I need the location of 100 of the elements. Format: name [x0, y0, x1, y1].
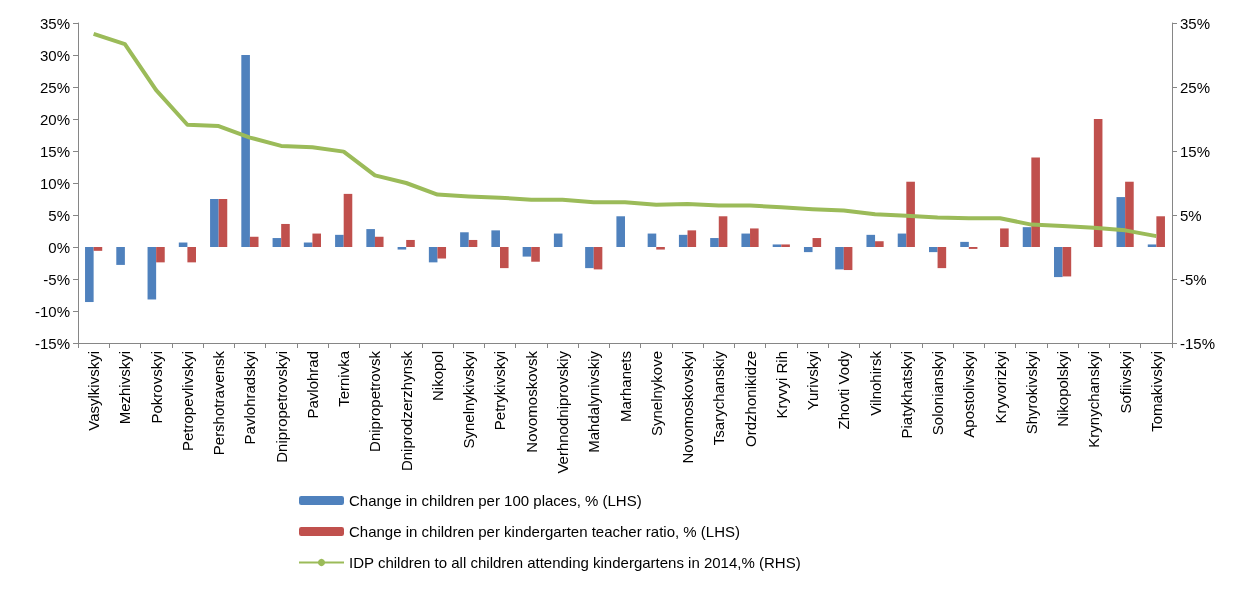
- x-tick-label: Nikopolskyi: [1054, 351, 1072, 427]
- bar: [647, 233, 657, 247]
- x-tick-label: Sofiivskyi: [1116, 351, 1134, 414]
- x-tick-label: Synelnykove: [647, 351, 665, 437]
- bar: [906, 181, 915, 247]
- x-tick-label: Yurivskyi: [804, 351, 822, 411]
- x-tick-label: Marhanets: [616, 351, 634, 422]
- legend-label: Change in children per 100 places, % (LHS): [349, 492, 642, 509]
- bar: [272, 238, 282, 247]
- legend-label: IDP children to all children attending kindergartens in 2014,% (RHS): [349, 554, 801, 571]
- bar: [812, 238, 822, 247]
- bar: [187, 247, 196, 263]
- y-tick-label: 20%: [39, 110, 70, 128]
- y2-tick-label: 25%: [1180, 78, 1211, 96]
- bar: [710, 238, 719, 247]
- legend-label: Change in children per kindergarten teacher ratio, % (LHS): [349, 523, 741, 540]
- bar: [116, 247, 125, 265]
- x-tick-label: Petrykivskyi: [491, 351, 509, 431]
- x-tick-label: Pershotravensk: [210, 350, 228, 456]
- bar: [1093, 119, 1103, 247]
- y2-tick-label: 15%: [1180, 142, 1211, 160]
- x-tick-label: Tsarychanskiy: [710, 350, 728, 446]
- bar: [93, 247, 103, 251]
- x-tick-label: Pavlohrad: [303, 351, 321, 419]
- bar: [437, 247, 447, 259]
- y-tick-label: -5%: [43, 270, 70, 288]
- bar: [210, 199, 219, 247]
- bar: [835, 247, 844, 270]
- x-tick-label: Piatykhatskyi: [897, 351, 915, 439]
- bar: [522, 247, 532, 257]
- y2-tick-label: 5%: [1180, 206, 1202, 224]
- bar: [531, 247, 540, 262]
- bar: [616, 216, 625, 247]
- bar: [1147, 244, 1157, 247]
- bar: [374, 236, 384, 247]
- y-tick-label: 0%: [48, 238, 70, 256]
- y-tick-label: -15%: [34, 334, 70, 352]
- x-tick-label: Petropevlivskyi: [178, 351, 196, 452]
- bar: [866, 234, 876, 247]
- line-series: [91, 31, 1159, 239]
- bar: [1000, 228, 1009, 247]
- x-tick-label: Nikopol: [428, 351, 446, 402]
- x-tick-label: Vilnohirsk: [866, 350, 884, 416]
- x-tick-label: Novomoskovsk: [522, 350, 540, 453]
- bar: [147, 247, 157, 300]
- bar: [772, 244, 782, 247]
- y-tick-label: -10%: [34, 302, 70, 320]
- bar: [249, 236, 259, 247]
- x-tick-label: Ordzhonikidze: [741, 351, 759, 447]
- bar: [897, 233, 907, 247]
- x-tick-label: Solonianskyi: [929, 351, 947, 436]
- x-tick-label: Kryvyi Rih: [772, 351, 790, 419]
- bar: [1054, 247, 1063, 278]
- bar: [928, 247, 938, 253]
- x-tick-label: Dnipropetrovskyi: [272, 351, 290, 463]
- x-tick-label: Mezhivskyi: [116, 351, 134, 425]
- x-tick-label: Novomoskovskyi: [679, 351, 697, 464]
- bar: [85, 247, 94, 303]
- bar: [843, 247, 853, 271]
- bar: [468, 239, 478, 247]
- x-tick-label: Dniprodzerzhynsk: [397, 350, 415, 472]
- bar: [656, 247, 665, 250]
- bar: [312, 233, 322, 247]
- y-tick-label: 30%: [39, 46, 70, 64]
- x-tick-label: Pokrovskyi: [147, 351, 165, 424]
- bar: [741, 233, 751, 247]
- y-tick-label: 25%: [39, 78, 70, 96]
- y2-tick-label: 35%: [1180, 14, 1211, 32]
- bar: [553, 233, 563, 247]
- x-tick-label: Apostolivskyi: [960, 351, 978, 438]
- bar: [803, 247, 813, 253]
- bar: [343, 193, 353, 247]
- bar: [499, 247, 509, 269]
- bar: [781, 244, 790, 247]
- x-tick-label: Zhovti Vody: [835, 350, 853, 430]
- bar: [281, 223, 290, 247]
- bar: [1022, 227, 1032, 247]
- x-tick-label: Synelnykivskyi: [460, 351, 478, 449]
- bar: [241, 55, 250, 247]
- bar: [406, 239, 415, 247]
- bar: [718, 216, 728, 247]
- x-tick-label: Dnipropetrovsk: [366, 350, 384, 452]
- y2-tick-label: -15%: [1180, 334, 1216, 352]
- bar: [428, 247, 438, 263]
- bar: [875, 241, 884, 247]
- bar: [1156, 216, 1165, 247]
- y-tick-label: 5%: [48, 206, 70, 224]
- x-tick-label: Ternivka: [335, 350, 353, 407]
- y-tick-label: 35%: [39, 14, 70, 32]
- x-tick-label: Krynychanskyi: [1085, 351, 1103, 448]
- x-tick-label: Pavlohradskyi: [241, 351, 259, 445]
- bar: [687, 230, 697, 247]
- bar: [1125, 181, 1134, 247]
- y-tick-label: 15%: [39, 142, 70, 160]
- x-tick-label: Kryvorizkyi: [991, 351, 1009, 424]
- bar: [593, 247, 603, 270]
- bar: [750, 228, 759, 247]
- y2-tick-label: -5%: [1180, 270, 1207, 288]
- bar: [218, 199, 228, 247]
- bar: [585, 247, 594, 269]
